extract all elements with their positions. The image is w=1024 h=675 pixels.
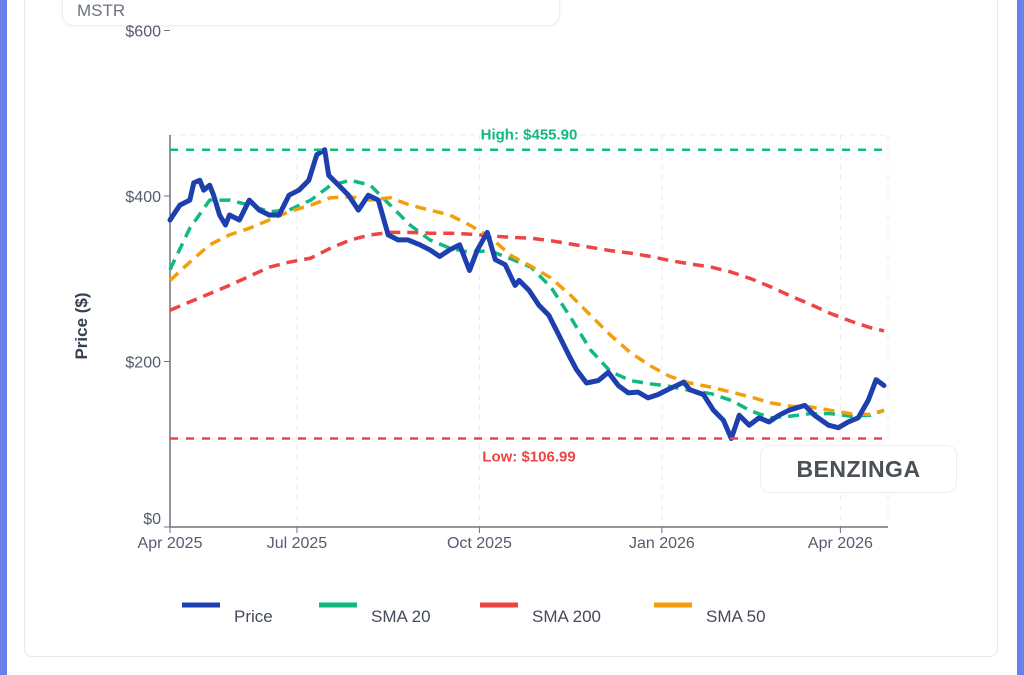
line-sma50 (168, 195, 885, 417)
y-tick-label: $200 (125, 355, 161, 372)
right-accent-bar (1017, 0, 1024, 675)
benzinga-watermark: BENZINGA (760, 445, 957, 493)
x-tick-label: Oct 2025 (447, 535, 512, 552)
high-label: High: $455.90 (481, 127, 578, 144)
ticker-symbol: MSTR (77, 1, 126, 20)
legend-label-sma50: SMA 50 (706, 607, 766, 626)
y-tick-label: $0 (143, 511, 161, 528)
series-lines (167, 147, 887, 441)
legend: Price SMA 20 SMA 200 SMA 50 (182, 602, 766, 626)
y-axis-label: Price ($) (72, 292, 91, 359)
left-accent-bar (0, 0, 7, 675)
legend-label-sma20: SMA 20 (371, 607, 431, 626)
line-sma200 (169, 230, 885, 333)
axes: $0 $200 $400 $600 Apr 2025 Jul 2025 Oct 2025 Ja… (125, 24, 888, 552)
y-tick-label: $400 (125, 189, 161, 206)
legend-label-sma200: SMA 200 (532, 607, 601, 626)
legend-label-price: Price (234, 607, 273, 626)
x-tick-label: Apr 2025 (138, 535, 203, 552)
x-tick-label: Jul 2025 (267, 535, 328, 552)
x-tick-label: Jan 2026 (629, 535, 695, 552)
chart-card (24, 0, 998, 657)
line-price (167, 147, 887, 441)
x-tick-label: Apr 2026 (808, 535, 873, 552)
low-label: Low: $106.99 (482, 448, 575, 465)
annotations: High: $455.90 Low: $106.99 (170, 127, 888, 465)
y-tick-label: $600 (125, 24, 161, 41)
ticker-header: MSTR (62, 0, 560, 26)
